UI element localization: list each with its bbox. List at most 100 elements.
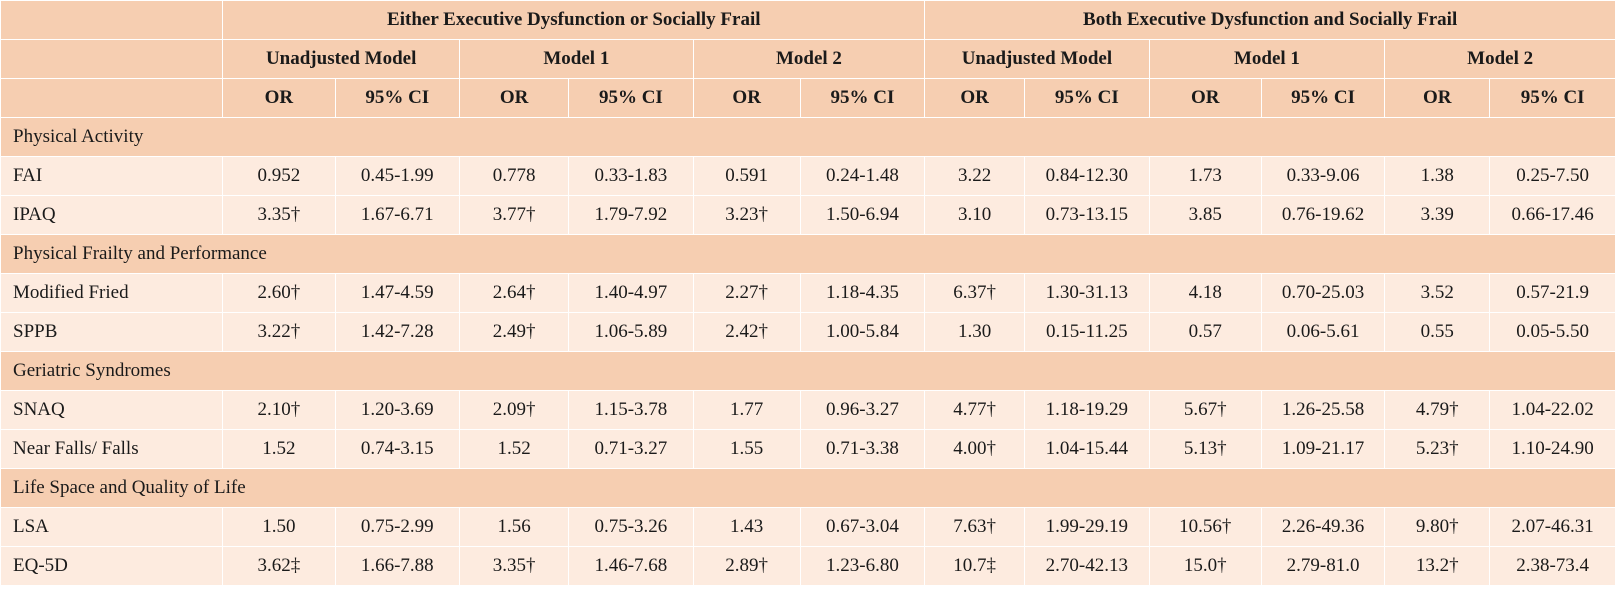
row-label: SPPB: [0, 312, 224, 352]
or-cell: 5.23†: [1384, 429, 1491, 469]
ci-cell: 0.74-3.15: [334, 429, 461, 469]
or-cell: 3.10: [924, 195, 1026, 235]
ci-cell: 2.07-46.31: [1489, 507, 1616, 547]
ci-cell: 1.20-3.69: [334, 390, 461, 430]
or-cell: 0.952: [222, 156, 336, 196]
or-cell: 1.50: [222, 507, 336, 547]
ci-cell: 1.04-22.02: [1489, 390, 1616, 430]
table-body: Physical Activity FAI 0.952 0.45-1.99 0.778 0…: [0, 117, 1616, 586]
section-row: Geriatric Syndromes: [0, 351, 1616, 391]
table-row: SNAQ 2.10† 1.20-3.69 2.09† 1.15-3.78 1.77 0.96…: [0, 390, 1616, 430]
ci-cell: 1.10-24.90: [1489, 429, 1616, 469]
section-title: Geriatric Syndromes: [0, 351, 1616, 391]
table-row: FAI 0.952 0.45-1.99 0.778 0.33-1.83 0.591 0.24…: [0, 156, 1616, 196]
ci-cell: 1.47-4.59: [334, 273, 461, 313]
model-header: Model 1: [1148, 39, 1386, 79]
model-header: Unadjusted Model: [924, 39, 1150, 79]
or-header: OR: [1148, 78, 1262, 118]
ci-cell: 1.42-7.28: [334, 312, 461, 352]
row-label: IPAQ: [0, 195, 224, 235]
or-cell: 3.35†: [222, 195, 336, 235]
ci-cell: 0.25-7.50: [1489, 156, 1616, 196]
or-cell: 10.7‡: [924, 546, 1026, 586]
table-row: LSA 1.50 0.75-2.99 1.56 0.75-3.26 1.43 0.67-3.…: [0, 507, 1616, 547]
odds-ratio-table: Either Executive Dysfunction or Socially…: [0, 0, 1616, 586]
or-cell: 1.30: [924, 312, 1026, 352]
row-label: Near Falls/ Falls: [0, 429, 224, 469]
or-cell: 1.43: [692, 507, 801, 547]
or-cell: 5.67†: [1148, 390, 1262, 430]
ci-cell: 0.66-17.46: [1489, 195, 1616, 235]
ci-cell: 2.79-81.0: [1260, 546, 1386, 586]
model-header: Model 2: [692, 39, 926, 79]
or-cell: 1.52: [222, 429, 336, 469]
group-both-header: Both Executive Dysfunction and Socially …: [924, 0, 1616, 40]
ci-cell: 0.75-3.26: [568, 507, 694, 547]
or-cell: 2.42†: [692, 312, 801, 352]
ci-cell: 0.96-3.27: [799, 390, 926, 430]
corner-cell: [0, 78, 224, 118]
ci-cell: 1.15-3.78: [568, 390, 694, 430]
or-cell: 13.2†: [1384, 546, 1491, 586]
or-cell: 4.00†: [924, 429, 1026, 469]
ci-cell: 0.67-3.04: [799, 507, 926, 547]
or-cell: 15.0†: [1148, 546, 1262, 586]
corner-cell: [0, 39, 224, 79]
ci-cell: 0.84-12.30: [1024, 156, 1150, 196]
ci-cell: 1.79-7.92: [568, 195, 694, 235]
ci-cell: 0.57-21.9: [1489, 273, 1616, 313]
section-title: Life Space and Quality of Life: [0, 468, 1616, 508]
or-cell: 10.56†: [1148, 507, 1262, 547]
group-either-header: Either Executive Dysfunction or Socially…: [222, 0, 926, 40]
section-title: Physical Activity: [0, 117, 1616, 157]
ci-cell: 1.18-4.35: [799, 273, 926, 313]
table-row: Near Falls/ Falls 1.52 0.74-3.15 1.52 0.71-3…: [0, 429, 1616, 469]
table-row: EQ-5D 3.62‡ 1.66-7.88 3.35† 1.46-7.68 2.89† 1.…: [0, 546, 1616, 586]
ci-cell: 0.73-13.15: [1024, 195, 1150, 235]
row-label: FAI: [0, 156, 224, 196]
ci-cell: 0.24-1.48: [799, 156, 926, 196]
section-row: Physical Activity: [0, 117, 1616, 157]
row-label: EQ-5D: [0, 546, 224, 586]
or-header: OR: [222, 78, 336, 118]
ci-cell: 0.05-5.50: [1489, 312, 1616, 352]
column-header-row: OR 95% CI OR 95% CI OR 95% CI OR 95% CI …: [0, 78, 1616, 118]
ci-cell: 1.26-25.58: [1260, 390, 1386, 430]
or-cell: 0.55: [1384, 312, 1491, 352]
ci-cell: 1.30-31.13: [1024, 273, 1150, 313]
ci-header: 95% CI: [568, 78, 694, 118]
section-row: Physical Frailty and Performance: [0, 234, 1616, 274]
or-cell: 4.79†: [1384, 390, 1491, 430]
table-row: SPPB 3.22† 1.42-7.28 2.49† 1.06-5.89 2.42† 1.0…: [0, 312, 1616, 352]
ci-cell: 1.04-15.44: [1024, 429, 1150, 469]
corner-cell: [0, 0, 224, 40]
ci-cell: 0.76-19.62: [1260, 195, 1386, 235]
or-cell: 3.22†: [222, 312, 336, 352]
ci-header: 95% CI: [334, 78, 461, 118]
ci-cell: 1.23-6.80: [799, 546, 926, 586]
or-cell: 0.778: [459, 156, 570, 196]
ci-header: 95% CI: [1260, 78, 1386, 118]
ci-cell: 1.50-6.94: [799, 195, 926, 235]
table-row: Modified Fried 2.60† 1.47-4.59 2.64† 1.40-4.…: [0, 273, 1616, 313]
model-header: Model 2: [1384, 39, 1616, 79]
ci-cell: 1.46-7.68: [568, 546, 694, 586]
or-cell: 1.73: [1148, 156, 1262, 196]
or-cell: 3.85: [1148, 195, 1262, 235]
or-cell: 3.62‡: [222, 546, 336, 586]
or-cell: 3.35†: [459, 546, 570, 586]
or-cell: 3.52: [1384, 273, 1491, 313]
or-cell: 1.77: [692, 390, 801, 430]
or-cell: 3.77†: [459, 195, 570, 235]
ci-cell: 1.06-5.89: [568, 312, 694, 352]
ci-cell: 1.66-7.88: [334, 546, 461, 586]
or-cell: 6.37†: [924, 273, 1026, 313]
or-cell: 3.39: [1384, 195, 1491, 235]
or-cell: 3.23†: [692, 195, 801, 235]
ci-cell: 1.40-4.97: [568, 273, 694, 313]
ci-cell: 0.75-2.99: [334, 507, 461, 547]
or-cell: 2.49†: [459, 312, 570, 352]
or-cell: 2.89†: [692, 546, 801, 586]
ci-cell: 0.33-1.83: [568, 156, 694, 196]
row-label: Modified Fried: [0, 273, 224, 313]
